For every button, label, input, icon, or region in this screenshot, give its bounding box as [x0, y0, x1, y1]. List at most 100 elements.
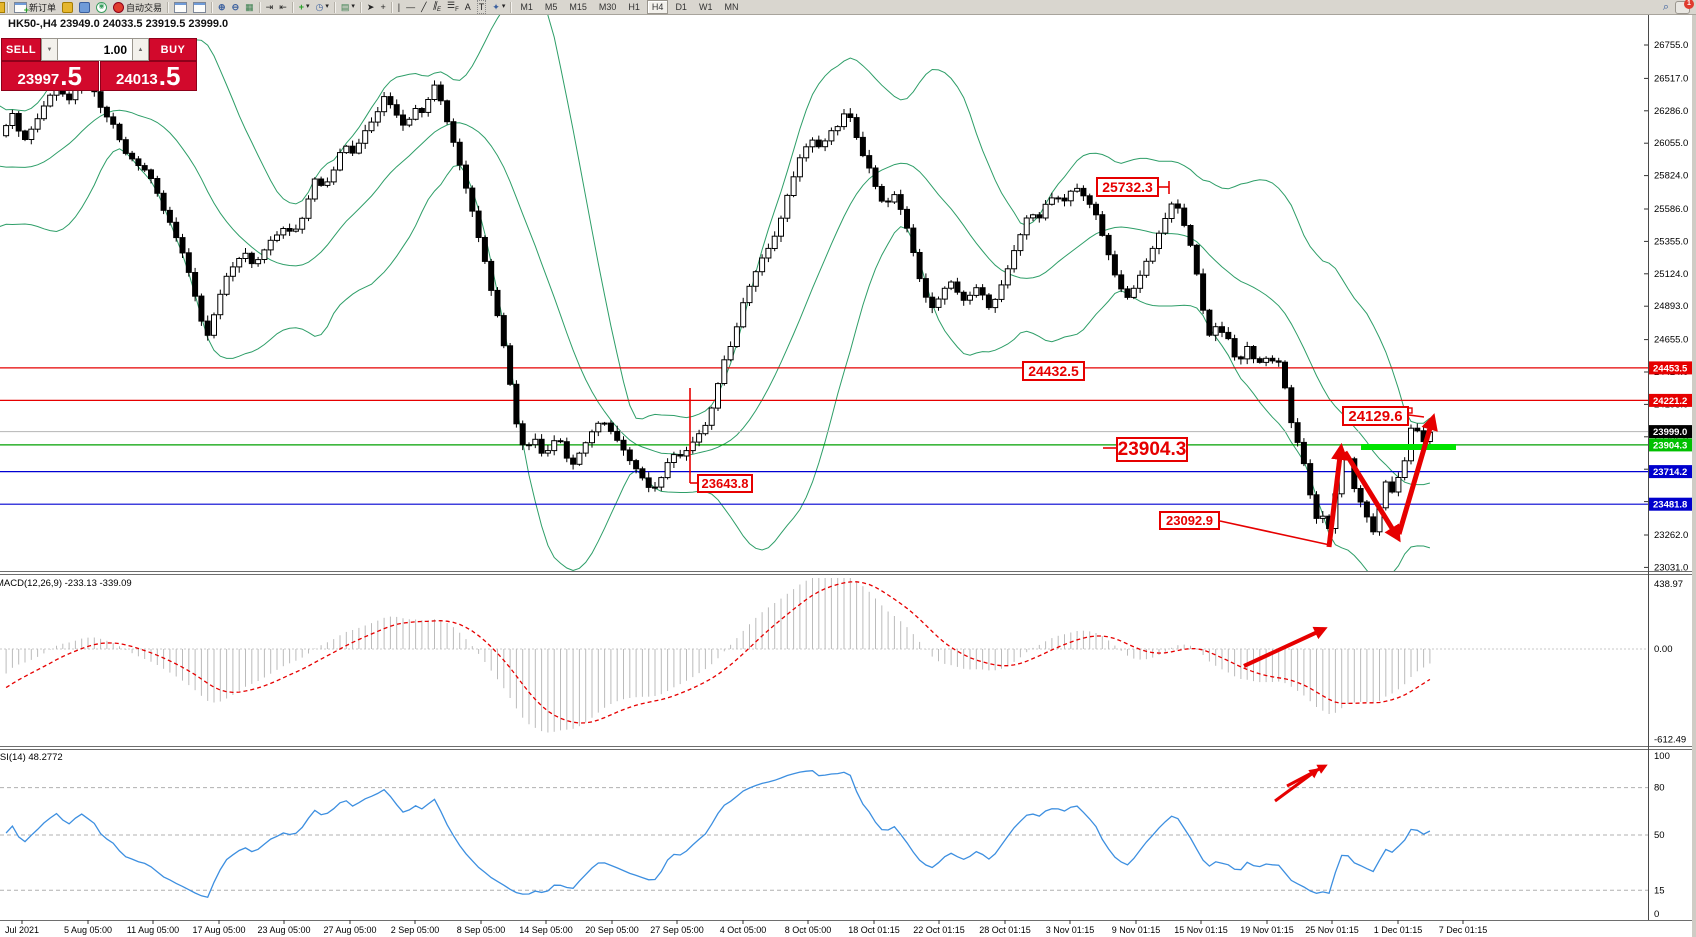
main-toolbar: + 新订单 ◉ 自动交易 ⊕ ⊖ ▦ ⇥ ⇤ + ▾ ◷ ▾ ▤ ▾ ➤ + | — …	[0, 0, 1696, 15]
tile-windows-button[interactable]: ▦	[242, 1, 257, 14]
volume-input[interactable]: 1.00	[58, 38, 132, 61]
svg-text:18 Oct 01:15: 18 Oct 01:15	[848, 925, 900, 935]
svg-text:23481.8: 23481.8	[1653, 500, 1687, 511]
sell-button[interactable]: SELL	[1, 38, 41, 61]
time-axis: Jul 2021 5 Aug 05:00 11 Aug 05:00 17 Aug 05…	[5, 920, 1487, 935]
candlesticks	[3, 75, 1433, 536]
svg-text:15: 15	[1654, 885, 1665, 896]
gold-icon-button[interactable]	[59, 1, 76, 14]
search-icon[interactable]: ⌕	[1662, 0, 1669, 13]
sell-price-main: 23997	[17, 71, 60, 88]
cursor-icon: ➤	[366, 2, 375, 12]
fibonacci-tool[interactable]: ☰F	[444, 0, 462, 14]
price-annotation[interactable]: 24432.5	[1022, 361, 1085, 381]
timeframe-m30[interactable]: M30	[598, 2, 617, 12]
cursor-tool[interactable]: ➤	[364, 1, 378, 14]
rsi-indicator-label: RSI(14) 48.2772	[0, 752, 63, 763]
zoom-out-button[interactable]: ⊖	[229, 1, 243, 14]
fibonacci-icon: ☰F	[447, 0, 459, 13]
price-annotation[interactable]: 25732.3	[1096, 177, 1159, 197]
shapes-tool[interactable]: ✦ ▾	[492, 2, 506, 12]
svg-text:19 Nov 01:15: 19 Nov 01:15	[1240, 925, 1294, 935]
zoom-in-button[interactable]: ⊕	[215, 1, 229, 14]
volume-increase-button[interactable]: ▲	[132, 38, 149, 61]
chart-ohlc-header: HK50-,H4 23949.0 24033.5 23919.5 23999.0	[8, 18, 229, 30]
one-click-trade-panel: SELL ▼ 1.00 ▲ BUY 23997 .5 24013 .5	[1, 38, 197, 91]
svg-text:15 Nov 01:15: 15 Nov 01:15	[1174, 925, 1228, 935]
svg-text:0.00: 0.00	[1654, 644, 1673, 655]
buy-button[interactable]: BUY	[149, 38, 197, 61]
svg-text:438.97: 438.97	[1654, 579, 1683, 590]
panel-dividers	[0, 15, 1696, 921]
add-indicator-button[interactable]: + ▾	[298, 2, 310, 12]
timeframe-h1[interactable]: H1	[628, 2, 640, 12]
volume-decrease-button[interactable]: ▼	[41, 38, 58, 61]
chart-shift-button[interactable]: ⇥	[263, 1, 277, 14]
notifications-icon[interactable]: 1	[1675, 0, 1694, 14]
signal-button[interactable]: ◉	[93, 1, 110, 14]
price-annotation[interactable]: 23643.8	[697, 474, 753, 493]
crosshair-icon: +	[380, 2, 386, 12]
svg-text:23999.0: 23999.0	[1653, 427, 1687, 438]
rsi-indicator	[0, 770, 1648, 898]
profile-window-button[interactable]	[171, 1, 190, 14]
autotrade-icon	[113, 1, 125, 13]
price-annotation[interactable]: 23092.9	[1159, 511, 1220, 530]
svg-text:22 Oct 01:15: 22 Oct 01:15	[913, 925, 965, 935]
svg-text:24655.0: 24655.0	[1654, 335, 1688, 346]
new-order-button[interactable]: + 新订单	[11, 1, 59, 15]
template-button[interactable]: ▤ ▾	[340, 2, 355, 12]
chart-shift-icon: ⇥	[265, 2, 274, 12]
vline-tool[interactable]: |	[395, 1, 403, 14]
svg-text:3 Nov 01:15: 3 Nov 01:15	[1046, 925, 1095, 935]
equidistant-channel-tool[interactable]: ∥E	[430, 0, 445, 14]
timeframe-m1[interactable]: M1	[520, 2, 533, 12]
svg-text:2 Sep 05:00: 2 Sep 05:00	[391, 925, 440, 935]
shapes-icon: ✦	[492, 2, 500, 12]
svg-text:25 Nov 01:15: 25 Nov 01:15	[1305, 925, 1359, 935]
trendline-icon: ╱	[421, 2, 427, 12]
period-button[interactable]: ◷ ▾	[315, 2, 329, 12]
hline-tool[interactable]: —	[403, 1, 418, 14]
profile-window2-button[interactable]	[190, 1, 209, 14]
add-indicator-icon: +	[298, 2, 304, 12]
price-annotation[interactable]: 23904.3	[1116, 437, 1188, 462]
label-tool[interactable]: T	[474, 0, 490, 14]
timeframe-w1[interactable]: W1	[698, 2, 713, 12]
zoom-out-icon: ⊖	[231, 2, 240, 12]
market-window-button[interactable]	[76, 1, 93, 14]
svg-text:25124.0: 25124.0	[1654, 269, 1688, 280]
text-tool[interactable]: A	[462, 1, 474, 14]
buy-price-display[interactable]: 24013 .5	[99, 61, 197, 91]
label-tool-icon: T	[476, 0, 487, 14]
timeframe-m5[interactable]: M5	[544, 2, 558, 12]
auto-scroll-icon: ⇤	[279, 2, 287, 12]
chart-window-icon	[174, 1, 188, 13]
svg-text:8 Oct 05:00: 8 Oct 05:00	[785, 925, 832, 935]
sell-price-display[interactable]: 23997 .5	[1, 61, 99, 91]
svg-text:28 Oct 01:15: 28 Oct 01:15	[979, 925, 1031, 935]
trendline-tool[interactable]: ╱	[418, 1, 429, 14]
autotrade-button[interactable]: 自动交易	[110, 1, 165, 14]
timeframe-d1[interactable]: D1	[675, 2, 687, 12]
window-icon	[79, 1, 91, 13]
svg-text:25355.0: 25355.0	[1654, 236, 1688, 247]
svg-text:1 Dec 01:15: 1 Dec 01:15	[1374, 925, 1423, 935]
auto-scroll-button[interactable]: ⇤	[276, 1, 290, 14]
timeframe-mn[interactable]: MN	[724, 2, 739, 12]
svg-text:Jul 2021: Jul 2021	[5, 925, 39, 935]
svg-text:17 Aug 05:00: 17 Aug 05:00	[192, 925, 245, 935]
buy-price-main: 24013	[116, 71, 158, 88]
timeframe-m15[interactable]: M15	[569, 2, 587, 12]
rsi-line	[5, 770, 1431, 898]
new-order-label: 新订单	[29, 2, 57, 13]
crosshair-tool[interactable]: +	[377, 1, 388, 14]
zoom-in-icon: ⊕	[218, 2, 226, 12]
svg-text:7 Dec 01:15: 7 Dec 01:15	[1439, 925, 1488, 935]
timeframe-h4[interactable]: H4	[646, 0, 669, 14]
price-annotation[interactable]: 24129.6	[1342, 406, 1409, 426]
svg-text:27 Aug 05:00: 27 Aug 05:00	[323, 925, 376, 935]
svg-text:23904.3: 23904.3	[1653, 440, 1687, 451]
svg-text:0: 0	[1654, 909, 1659, 920]
